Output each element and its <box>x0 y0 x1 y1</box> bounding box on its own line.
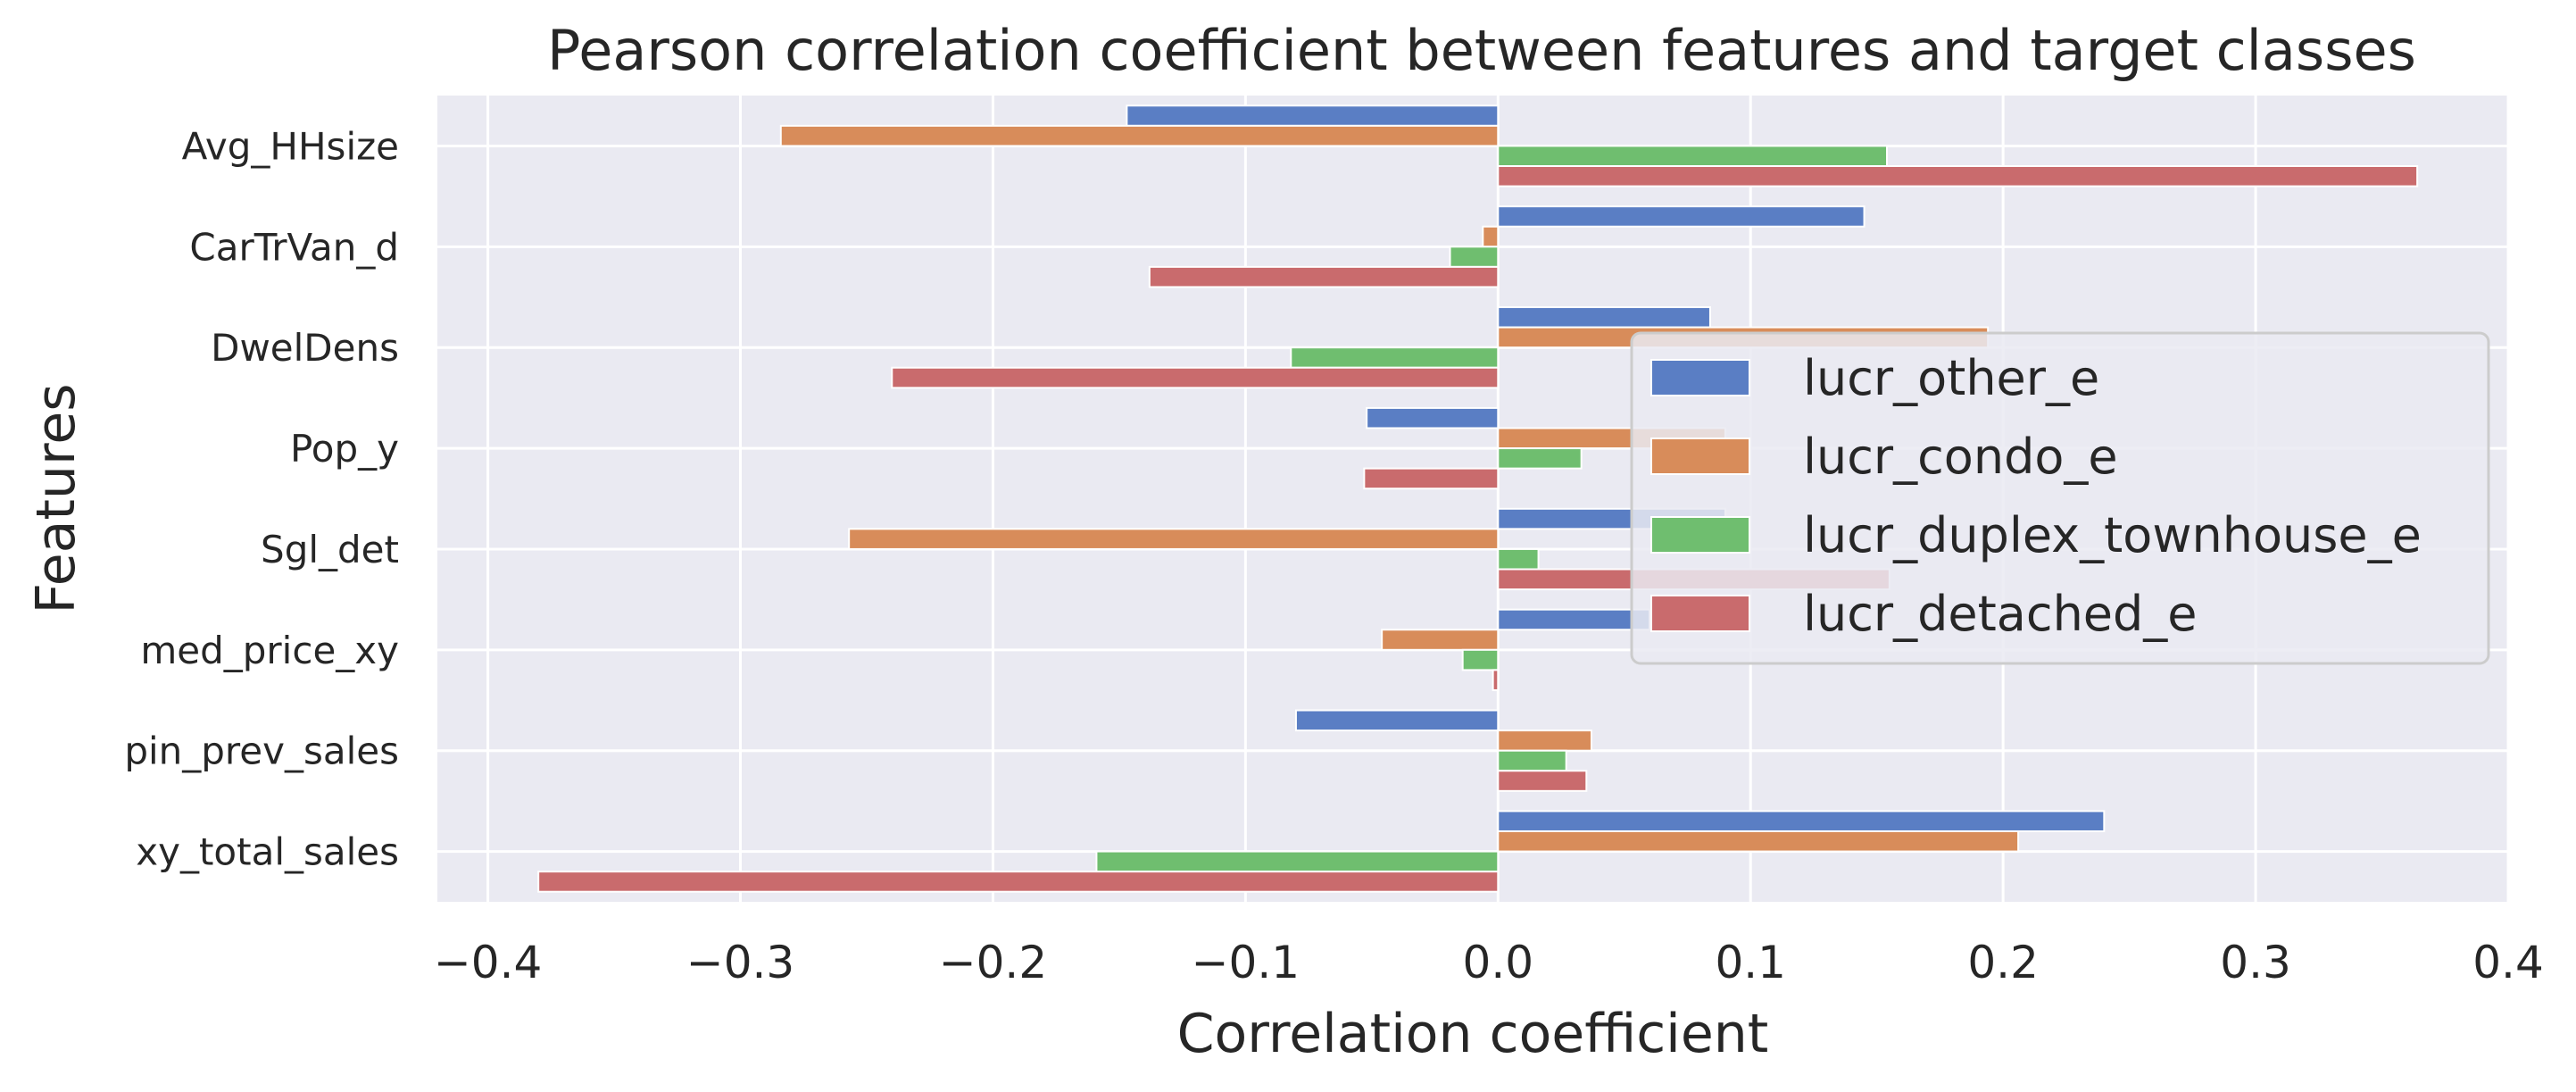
x-tick-labels: −0.4 −0.3 −0.2 −0.1 0.0 0.1 0.2 0.3 0.4 <box>434 937 2544 988</box>
legend-label: lucr_other_e <box>1803 350 2099 406</box>
x-tick-label: −0.3 <box>686 937 794 988</box>
bar-lucr_other_e-xy_total_sales <box>1497 810 2106 832</box>
bar-lucr_detached_e-pin_prev_sales <box>1497 770 1588 792</box>
x-tick-label: −0.1 <box>1192 937 1300 988</box>
y-tick-labels: Avg_HHsize CarTrVan_d DwelDens Pop_y Sgl_det… <box>124 124 399 873</box>
bar-lucr_duplex_townhouse_e-CarTrVan_d <box>1449 246 1500 268</box>
legend-swatch <box>1650 516 1750 554</box>
bar-lucr_other_e-pin_prev_sales <box>1294 709 1500 732</box>
bar-lucr_other_e-Avg_HHsize <box>1126 104 1500 127</box>
y-tick-label: DwelDens <box>211 326 399 370</box>
legend-label: lucr_duplex_townhouse_e <box>1803 507 2422 563</box>
y-tick-label: med_price_xy <box>140 629 399 672</box>
legend-swatch <box>1650 359 1750 396</box>
bar-lucr_detached_e-Pop_y <box>1363 467 1500 490</box>
bar-lucr_other_e-Pop_y <box>1366 406 1500 429</box>
bar-lucr_other_e-med_price_xy <box>1497 608 1651 631</box>
y-tick-label: Pop_y <box>290 427 399 471</box>
x-axis-label: Correlation coefficient <box>1177 1003 1769 1065</box>
bar-lucr_detached_e-CarTrVan_d <box>1148 265 1500 288</box>
x-tick-label: 0.4 <box>2472 937 2544 988</box>
y-tick-label: Sgl_det <box>261 528 399 571</box>
legend-label: lucr_condo_e <box>1803 429 2118 485</box>
bar-lucr_other_e-DwelDens <box>1497 306 1711 329</box>
bar-lucr_duplex_townhouse_e-xy_total_sales <box>1095 850 1500 873</box>
x-tick-label: −0.2 <box>939 937 1047 988</box>
bar-lucr_duplex_townhouse_e-med_price_xy <box>1461 648 1500 671</box>
bar-lucr_condo_e-pin_prev_sales <box>1497 729 1592 752</box>
y-tick-label: CarTrVan_d <box>189 225 399 269</box>
bar-lucr_detached_e-med_price_xy <box>1492 669 1500 691</box>
legend: lucr_other_e lucr_condo_e lucr_duplex_town… <box>1630 331 2490 665</box>
bar-lucr_condo_e-Avg_HHsize <box>779 124 1500 147</box>
legend-swatch <box>1650 595 1750 632</box>
bar-lucr_duplex_townhouse_e-Pop_y <box>1497 447 1583 470</box>
bar-lucr_condo_e-CarTrVan_d <box>1482 225 1500 248</box>
x-tick-label: 0.1 <box>1715 937 1786 988</box>
chart-title: Pearson correlation coefficient between … <box>547 18 2416 83</box>
x-tick-label: 0.2 <box>1967 937 2039 988</box>
bar-lucr_detached_e-Avg_HHsize <box>1497 165 2419 188</box>
bar-lucr_condo_e-xy_total_sales <box>1497 829 2020 853</box>
bar-lucr_condo_e-Sgl_det <box>848 528 1500 550</box>
x-tick-label: 0.3 <box>2220 937 2291 988</box>
y-tick-label: Avg_HHsize <box>182 124 399 168</box>
legend-label: lucr_detached_e <box>1803 586 2198 642</box>
y-tick-label: xy_total_sales <box>136 830 399 874</box>
bars-group <box>537 104 2419 893</box>
legend-box <box>1630 331 2490 665</box>
bar-lucr_duplex_townhouse_e-Avg_HHsize <box>1497 145 1889 168</box>
bar-lucr_detached_e-xy_total_sales <box>537 871 1500 893</box>
y-tick-label: pin_prev_sales <box>124 729 399 773</box>
bar-lucr_detached_e-DwelDens <box>891 366 1500 389</box>
bar-lucr_duplex_townhouse_e-DwelDens <box>1290 346 1500 369</box>
y-axis-label: Features <box>25 384 87 614</box>
legend-swatch <box>1650 438 1750 475</box>
bar-lucr_duplex_townhouse_e-pin_prev_sales <box>1497 749 1567 772</box>
bar-lucr_duplex_townhouse_e-Sgl_det <box>1497 547 1540 571</box>
x-tick-label: −0.4 <box>434 937 542 988</box>
x-tick-label: 0.0 <box>1463 937 1534 988</box>
bar-lucr_other_e-CarTrVan_d <box>1497 205 1866 228</box>
bar-lucr_condo_e-med_price_xy <box>1381 629 1500 651</box>
